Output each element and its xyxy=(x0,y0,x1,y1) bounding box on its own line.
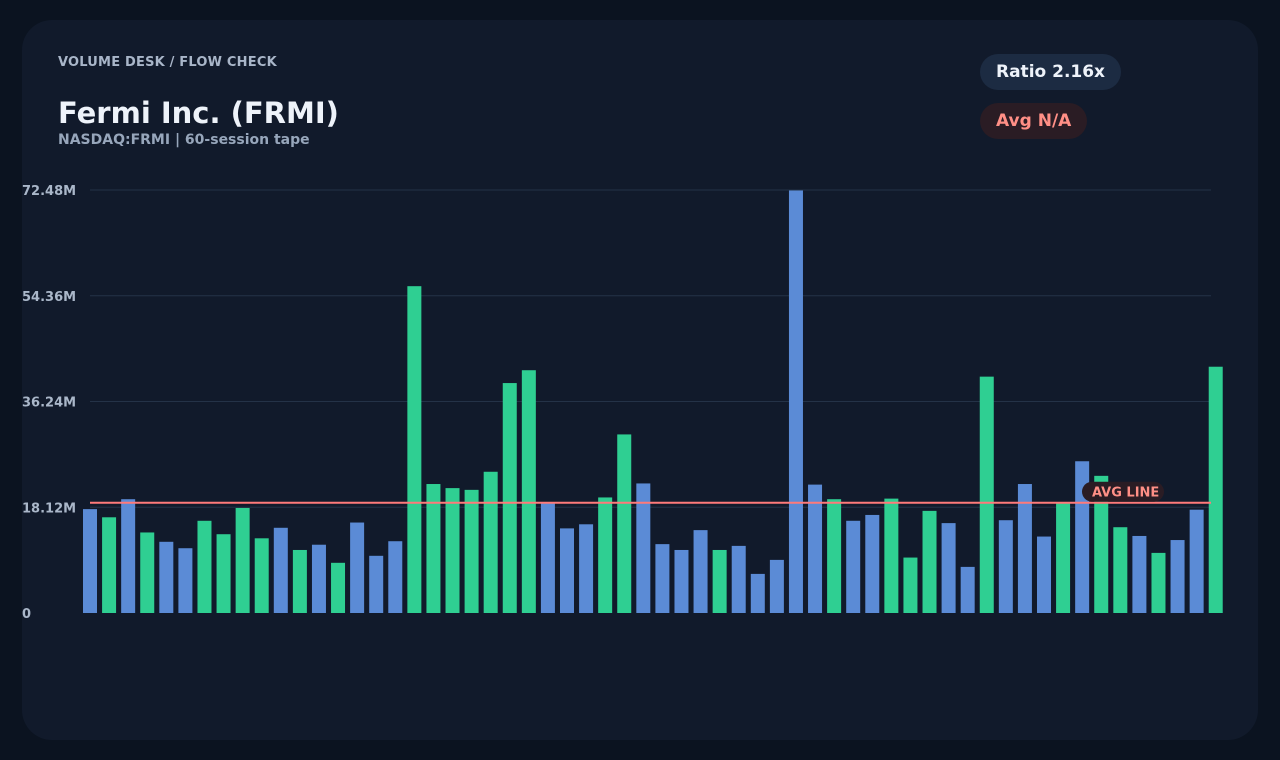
volume-bar xyxy=(83,509,97,613)
volume-bar xyxy=(1151,552,1166,613)
avg-badge: Avg N/A xyxy=(980,103,1088,139)
volume-bar xyxy=(808,484,823,613)
volume-bar xyxy=(140,532,155,613)
volume-bar xyxy=(407,286,422,613)
volume-bar xyxy=(617,434,632,613)
volume-bar xyxy=(521,370,536,613)
volume-bar xyxy=(1017,484,1032,613)
volume-bar xyxy=(292,549,307,613)
y-axis-ticks: 0 18.12M 36.24M 54.36M 72.48M xyxy=(22,184,76,622)
volume-bar xyxy=(922,510,937,613)
chart-card xyxy=(22,20,1258,740)
volume-bar xyxy=(731,545,746,613)
volume-bar xyxy=(197,520,212,613)
volume-bar xyxy=(1056,502,1071,613)
y-tick-label: 54.36M xyxy=(22,290,76,305)
volume-bar xyxy=(1113,527,1128,613)
page-title: Fermi Inc. (FRMI) xyxy=(58,96,339,130)
volume-bar xyxy=(846,520,861,613)
volume-bar xyxy=(788,190,803,613)
section-eyebrow: VOLUME DESK / FLOW CHECK xyxy=(58,55,277,70)
volume-bar xyxy=(445,488,460,613)
ratio-badge: Ratio 2.16x xyxy=(980,54,1122,90)
volume-bar xyxy=(1094,475,1109,613)
volume-bar xyxy=(693,530,708,613)
volume-bar xyxy=(1037,536,1051,613)
volume-bar xyxy=(388,541,403,613)
volume-bar xyxy=(331,562,346,613)
volume-bar xyxy=(598,497,613,613)
volume-bar xyxy=(636,483,651,613)
volume-bar xyxy=(865,514,880,613)
volume-bar xyxy=(426,484,441,613)
volume-bar xyxy=(979,376,994,613)
volume-bar xyxy=(159,541,174,613)
volume-bar xyxy=(121,499,136,613)
volume-bar xyxy=(216,534,231,613)
volume-bar xyxy=(998,520,1013,613)
average-line-label-bg xyxy=(1082,481,1164,502)
volume-bar xyxy=(750,573,765,613)
y-tick-label: 72.48M xyxy=(22,184,76,199)
volume-bar xyxy=(540,503,555,613)
y-tick-label: 18.12M xyxy=(22,501,76,516)
volume-bar xyxy=(350,522,365,613)
volume-bars xyxy=(83,190,1223,613)
volume-bar xyxy=(674,549,689,613)
volume-bar xyxy=(1132,535,1147,613)
volume-bar xyxy=(579,524,594,613)
volume-bar xyxy=(369,555,384,613)
page-subtitle: NASDAQ:FRMI | 60-session tape xyxy=(58,132,310,148)
volume-bar xyxy=(1189,509,1204,613)
volume-bar xyxy=(273,527,288,613)
volume-bar xyxy=(464,489,479,613)
volume-bar xyxy=(235,507,250,613)
volume-bar xyxy=(712,549,727,613)
volume-bar xyxy=(178,548,193,613)
volume-bar xyxy=(483,471,498,613)
volume-bar xyxy=(655,544,670,613)
volume-bar xyxy=(102,517,117,613)
volume-bar xyxy=(827,499,842,613)
y-tick-label: 0 xyxy=(22,607,31,622)
grid-lines xyxy=(90,189,1211,508)
volume-bar xyxy=(903,557,918,613)
volume-bar xyxy=(311,544,326,613)
volume-bar xyxy=(560,528,574,613)
volume-bar xyxy=(254,538,269,613)
volume-bar xyxy=(502,383,517,613)
volume-bar xyxy=(769,559,784,613)
volume-bar xyxy=(1208,366,1223,613)
volume-bar xyxy=(884,498,899,613)
average-line-group: AVG LINE xyxy=(90,481,1211,504)
volume-bar xyxy=(941,523,956,613)
volume-bar xyxy=(960,566,975,613)
y-tick-label: 36.24M xyxy=(22,396,76,411)
volume-bar xyxy=(1170,540,1185,613)
average-line-label: AVG LINE xyxy=(1092,486,1159,501)
